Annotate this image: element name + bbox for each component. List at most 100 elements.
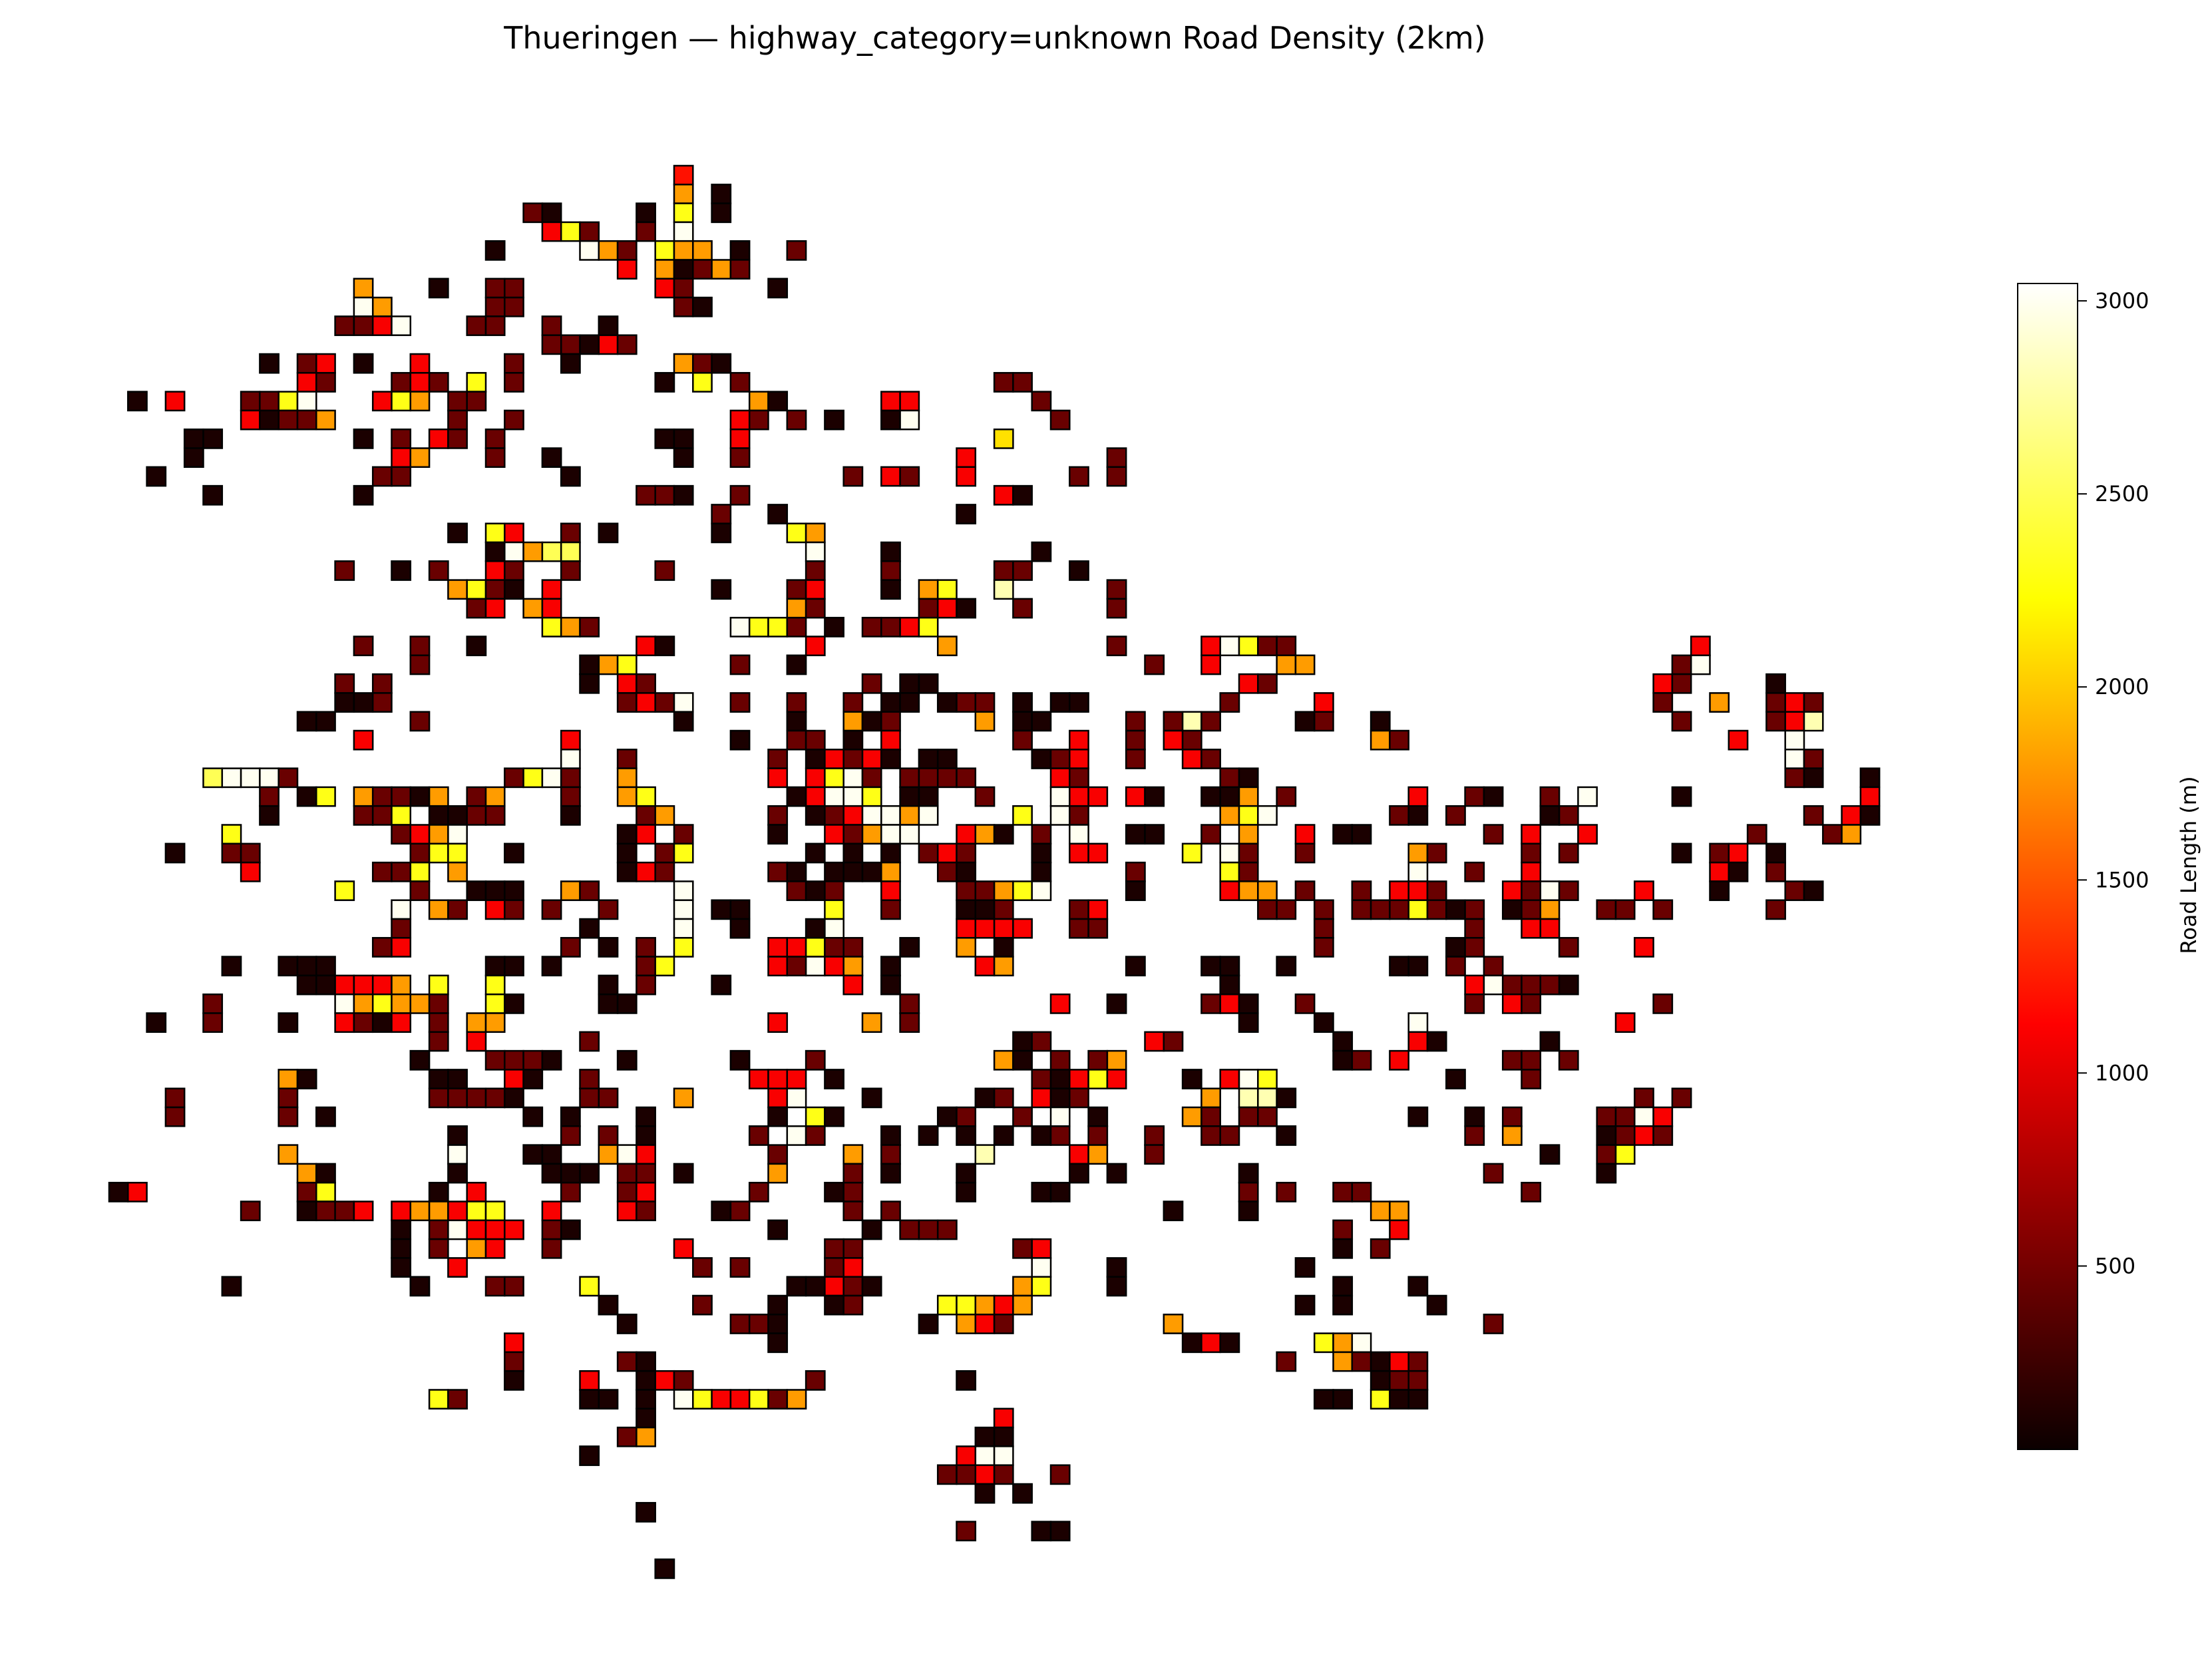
heatmap-cell [880, 1201, 901, 1222]
heatmap-cell [391, 560, 412, 581]
heatmap-cell [1313, 1012, 1334, 1033]
heatmap-cell [466, 579, 487, 600]
heatmap-cell [484, 805, 506, 826]
heatmap-cell [824, 1276, 844, 1297]
heatmap-cell [616, 673, 638, 694]
heatmap-cell [1049, 786, 1071, 807]
heatmap-cell [277, 956, 299, 977]
heatmap-cell [993, 937, 1014, 958]
heatmap-cell [842, 711, 864, 732]
heatmap-cell [1445, 805, 1466, 826]
heatmap-cell [1012, 880, 1033, 901]
heatmap-cell [767, 1314, 789, 1334]
heatmap-cell [1539, 974, 1561, 996]
heatmap-cell [353, 636, 374, 657]
heatmap-cell [391, 1219, 412, 1240]
heatmap-cell [805, 729, 826, 751]
heatmap-cell [654, 842, 675, 864]
heatmap-cell [240, 842, 261, 864]
colorbar-tick-label: 500 [2095, 1253, 2135, 1278]
colorbar-label: Road Length (m) [2176, 776, 2201, 954]
heatmap-cell [522, 1069, 544, 1089]
heatmap-cell [541, 202, 562, 224]
heatmap-cell [1276, 1125, 1297, 1146]
heatmap-cell [504, 842, 524, 864]
heatmap-cell [164, 1087, 186, 1109]
heatmap-cell [1389, 880, 1409, 901]
heatmap-cell [654, 278, 675, 299]
heatmap-cell [842, 692, 864, 713]
heatmap-cell [1181, 711, 1202, 732]
heatmap-cell [1069, 466, 1089, 487]
heatmap-cell [428, 1031, 449, 1052]
heatmap-cell [1238, 1069, 1259, 1089]
heatmap-cell [484, 560, 506, 581]
heatmap-cell [1521, 880, 1542, 901]
heatmap-cell [880, 974, 901, 996]
heatmap-cell [466, 598, 487, 619]
heatmap-cell [729, 1389, 751, 1410]
heatmap-cell [1521, 918, 1542, 939]
heatmap-cell [504, 1049, 524, 1071]
heatmap-cell [579, 1163, 600, 1184]
heatmap-cell [899, 692, 920, 713]
heatmap-cell [729, 428, 751, 449]
heatmap-cell [221, 842, 242, 864]
heatmap-cell [522, 1049, 544, 1071]
heatmap-cell [616, 1144, 638, 1165]
heatmap-cell [974, 824, 996, 845]
heatmap-cell [560, 1125, 581, 1146]
heatmap-cell [1012, 1483, 1033, 1504]
heatmap-cell [880, 805, 901, 826]
heatmap-cell [636, 786, 656, 807]
heatmap-cell [899, 673, 920, 694]
heatmap-cell [353, 974, 374, 996]
heatmap-cell [315, 353, 336, 374]
heatmap-cell [1200, 786, 1221, 807]
heatmap-cell [259, 786, 279, 807]
heatmap-cell [1049, 1464, 1071, 1485]
heatmap-cell [164, 391, 186, 412]
heatmap-cell [993, 956, 1014, 977]
heatmap-cell [748, 391, 769, 412]
heatmap-cell [692, 372, 713, 393]
heatmap-cell [1106, 579, 1127, 600]
heatmap-cell [1219, 786, 1240, 807]
heatmap-cell [1125, 861, 1146, 882]
heatmap-cell [861, 749, 882, 769]
heatmap-cell [861, 861, 882, 882]
heatmap-cell [1276, 636, 1297, 657]
heatmap-cell [560, 880, 581, 901]
heatmap-cell [391, 466, 412, 487]
heatmap-cell [1558, 805, 1579, 826]
heatmap-cell [1370, 711, 1391, 732]
heatmap-cell [842, 749, 864, 769]
heatmap-cell [1671, 673, 1692, 694]
heatmap-cell [164, 842, 186, 864]
heatmap-cell [824, 786, 844, 807]
heatmap-cell [504, 1332, 524, 1354]
heatmap-cell [296, 786, 317, 807]
heatmap-cell [560, 522, 581, 544]
heatmap-cell [428, 560, 449, 581]
heatmap-cell [1238, 636, 1259, 657]
heatmap-cell [899, 805, 920, 826]
heatmap-cell [560, 541, 581, 562]
heatmap-cell [560, 786, 581, 807]
heatmap-cell [466, 1087, 487, 1109]
heatmap-cell [1596, 1125, 1617, 1146]
heatmap-cell [1238, 1201, 1259, 1222]
heatmap-cell [579, 1087, 600, 1109]
heatmap-cell [598, 334, 619, 355]
heatmap-cell [1501, 1049, 1523, 1071]
heatmap-cell [409, 993, 431, 1014]
heatmap-cell [560, 616, 581, 638]
heatmap-cell [504, 1087, 524, 1109]
heatmap-cell [409, 880, 431, 901]
heatmap-cell [1012, 484, 1033, 506]
heatmap-cell [541, 1219, 562, 1240]
heatmap-cell [1238, 805, 1259, 826]
heatmap-cell [956, 447, 977, 468]
heatmap-cell [1389, 1219, 1409, 1240]
heatmap-cell [974, 1426, 996, 1447]
